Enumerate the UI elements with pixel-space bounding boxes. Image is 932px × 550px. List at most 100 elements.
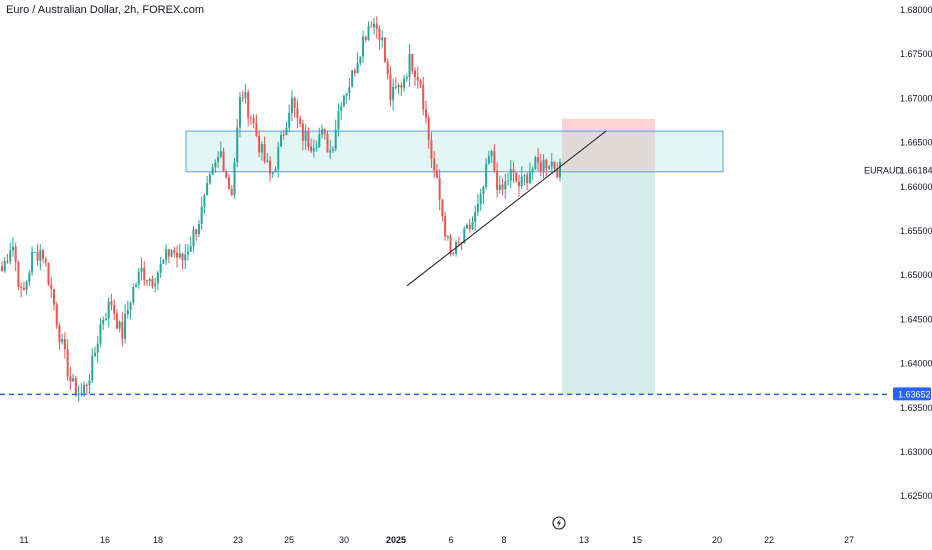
candle-body[interactable] bbox=[269, 160, 272, 174]
candle-body[interactable] bbox=[260, 143, 263, 153]
candle-body[interactable] bbox=[392, 86, 395, 101]
candle-body[interactable] bbox=[192, 229, 195, 247]
candle-body[interactable] bbox=[94, 352, 96, 356]
candle-body[interactable] bbox=[203, 195, 206, 207]
candle-body[interactable] bbox=[416, 76, 419, 81]
candle-body[interactable] bbox=[501, 184, 504, 190]
candle-body[interactable] bbox=[329, 150, 332, 153]
candle-body[interactable] bbox=[373, 23, 375, 28]
candle-body[interactable] bbox=[274, 169, 277, 173]
candle-body[interactable] bbox=[411, 53, 414, 71]
candle-body[interactable] bbox=[145, 280, 148, 282]
candle-body[interactable] bbox=[178, 253, 181, 258]
candle-body[interactable] bbox=[156, 272, 159, 284]
candle-body[interactable] bbox=[96, 343, 99, 353]
candle-body[interactable] bbox=[159, 263, 162, 273]
candle-body[interactable] bbox=[446, 236, 449, 238]
candle-body[interactable] bbox=[44, 259, 47, 263]
candle-body[interactable] bbox=[129, 302, 132, 310]
candle-body[interactable] bbox=[85, 384, 88, 386]
candle-body[interactable] bbox=[310, 146, 313, 152]
candle-body[interactable] bbox=[315, 146, 318, 149]
candle-body[interactable] bbox=[132, 286, 135, 303]
candle-body[interactable] bbox=[348, 87, 351, 94]
candle-body[interactable] bbox=[33, 251, 36, 253]
candle-body[interactable] bbox=[230, 188, 233, 195]
candle-body[interactable] bbox=[433, 159, 436, 171]
candle-body[interactable] bbox=[381, 37, 384, 41]
candle-body[interactable] bbox=[523, 174, 526, 177]
candle-body[interactable] bbox=[162, 260, 165, 264]
candle-body[interactable] bbox=[263, 143, 266, 162]
candle-body[interactable] bbox=[408, 53, 411, 77]
candle-body[interactable] bbox=[504, 181, 507, 190]
candle-body[interactable] bbox=[517, 181, 520, 187]
candle-body[interactable] bbox=[386, 61, 389, 75]
candle-body[interactable] bbox=[282, 134, 285, 136]
candle-body[interactable] bbox=[104, 318, 107, 320]
candle-body[interactable] bbox=[107, 301, 110, 319]
candle-body[interactable] bbox=[241, 97, 244, 99]
tradingview-flash-icon[interactable] bbox=[552, 516, 566, 530]
stop-loss-zone[interactable] bbox=[562, 118, 655, 172]
candle-body[interactable] bbox=[20, 286, 23, 288]
candle-body[interactable] bbox=[266, 160, 269, 162]
candle-body[interactable] bbox=[414, 70, 417, 77]
candle-body[interactable] bbox=[83, 384, 86, 394]
candle-body[interactable] bbox=[211, 167, 214, 175]
candle-body[interactable] bbox=[466, 224, 468, 229]
candle-body[interactable] bbox=[318, 134, 321, 147]
candle-body[interactable] bbox=[323, 129, 326, 135]
candle-body[interactable] bbox=[69, 376, 72, 382]
candle-body[interactable] bbox=[285, 127, 288, 136]
candle-body[interactable] bbox=[487, 156, 490, 164]
candle-body[interactable] bbox=[526, 174, 529, 184]
candle-body[interactable] bbox=[304, 131, 307, 141]
candle-body[interactable] bbox=[452, 253, 455, 255]
candle-body[interactable] bbox=[550, 161, 553, 167]
candle-body[interactable] bbox=[449, 236, 452, 255]
ascending-trendline[interactable] bbox=[406, 130, 607, 287]
candle-body[interactable] bbox=[39, 250, 42, 261]
candle-body[interactable] bbox=[356, 62, 359, 74]
candle-body[interactable] bbox=[200, 206, 203, 225]
candle-body[interactable] bbox=[288, 112, 291, 128]
candle-body[interactable] bbox=[389, 74, 392, 101]
candle-body[interactable] bbox=[520, 176, 523, 187]
candle-body[interactable] bbox=[444, 216, 447, 237]
candle-body[interactable] bbox=[72, 378, 75, 382]
candle-body[interactable] bbox=[181, 253, 184, 261]
candle-body[interactable] bbox=[359, 56, 362, 63]
candle-body[interactable] bbox=[485, 163, 488, 187]
candle-body[interactable] bbox=[556, 168, 559, 178]
candle-body[interactable] bbox=[512, 169, 515, 173]
candle-body[interactable] bbox=[143, 267, 146, 281]
resistance-zone[interactable] bbox=[185, 130, 724, 173]
candle-body[interactable] bbox=[312, 148, 315, 152]
candle-body[interactable] bbox=[6, 261, 9, 263]
candle-body[interactable] bbox=[299, 118, 302, 124]
candle-body[interactable] bbox=[301, 123, 304, 141]
candle-body[interactable] bbox=[206, 183, 209, 196]
candle-body[interactable] bbox=[140, 267, 143, 272]
candle-body[interactable] bbox=[11, 246, 14, 251]
candle-body[interactable] bbox=[351, 70, 354, 88]
candle-body[interactable] bbox=[148, 279, 151, 282]
candle-body[interactable] bbox=[545, 159, 548, 169]
candle-body[interactable] bbox=[154, 283, 157, 287]
candle-body[interactable] bbox=[367, 26, 370, 40]
candle-body[interactable] bbox=[493, 151, 496, 171]
candle-body[interactable] bbox=[99, 324, 102, 344]
candle-body[interactable] bbox=[22, 287, 25, 290]
candle-body[interactable] bbox=[187, 251, 189, 255]
candle-body[interactable] bbox=[340, 106, 343, 112]
candle-body[interactable] bbox=[176, 252, 179, 258]
candle-body[interactable] bbox=[307, 131, 310, 147]
candle-body[interactable] bbox=[115, 313, 118, 329]
candle-body[interactable] bbox=[219, 151, 222, 158]
candle-body[interactable] bbox=[228, 177, 231, 189]
candle-body[interactable] bbox=[47, 262, 50, 285]
candle-body[interactable] bbox=[463, 228, 466, 243]
candle-body[interactable] bbox=[66, 349, 69, 377]
